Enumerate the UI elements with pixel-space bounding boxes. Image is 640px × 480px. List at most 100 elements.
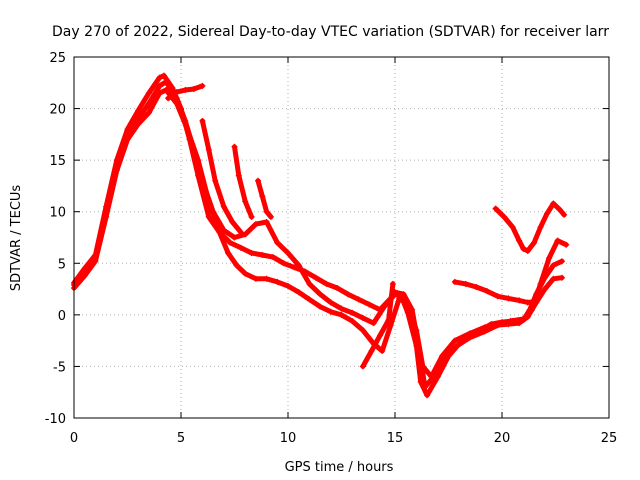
data-point: [554, 237, 561, 244]
data-point: [252, 275, 259, 282]
y-tick-label: 5: [58, 257, 66, 272]
data-point: [520, 315, 527, 322]
data-point: [537, 280, 544, 287]
y-tick-label: 25: [49, 51, 66, 66]
data-point: [186, 136, 193, 143]
data-point: [473, 284, 480, 291]
data-point: [334, 285, 341, 292]
data-point: [145, 109, 152, 116]
data-point: [524, 299, 531, 306]
data-point: [317, 291, 324, 298]
data-point: [466, 334, 473, 341]
series-track-8: [359, 280, 396, 370]
data-point: [389, 280, 396, 287]
data-point: [195, 172, 202, 179]
data-point: [190, 85, 197, 92]
data-point: [379, 347, 386, 354]
x-tick-label: 20: [494, 431, 511, 446]
data-point: [430, 373, 437, 380]
x-axis-label: GPS time / hours: [285, 460, 394, 475]
data-point: [366, 301, 373, 308]
data-point: [212, 177, 219, 184]
data-point: [199, 117, 206, 124]
series-track-10: [492, 200, 568, 254]
data-point: [550, 262, 557, 269]
data-point: [492, 205, 499, 212]
data-point: [124, 126, 131, 133]
y-tick-label: 0: [58, 309, 66, 324]
data-point: [145, 90, 152, 97]
data-point: [242, 198, 249, 205]
data-point: [546, 255, 553, 262]
y-axis-label: SDTVAR / TECUs: [9, 185, 24, 292]
data-point: [550, 200, 557, 207]
series-track-9: [451, 278, 540, 306]
data-point: [229, 219, 236, 226]
data-point: [327, 308, 334, 315]
data-point: [255, 177, 262, 184]
data-point: [291, 264, 298, 271]
series-track-7: [255, 177, 274, 220]
data-point: [556, 206, 563, 213]
data-point: [145, 100, 152, 107]
data-point: [524, 247, 531, 254]
data-point: [327, 299, 334, 306]
data-point: [81, 265, 88, 272]
data-point: [317, 303, 324, 310]
data-point: [312, 274, 319, 281]
data-point: [377, 306, 384, 313]
data-point: [225, 249, 232, 256]
data-point: [220, 203, 227, 210]
data-point: [505, 295, 512, 302]
chart-title: Day 270 of 2022, Sidereal Day-to-day VTE…: [52, 24, 609, 40]
data-point: [409, 306, 416, 313]
data-point: [92, 252, 99, 259]
data-point: [242, 231, 249, 238]
x-tick-label: 0: [70, 431, 78, 446]
data-point: [231, 143, 238, 150]
data-point: [113, 157, 120, 164]
data-point: [543, 210, 550, 217]
data-point: [404, 309, 411, 316]
data-point: [528, 306, 535, 313]
x-tick-label: 25: [601, 431, 618, 446]
data-point: [558, 274, 565, 281]
data-point: [285, 249, 291, 256]
data-point: [561, 211, 568, 218]
data-point: [135, 107, 142, 114]
data-point: [531, 239, 538, 246]
data-point: [415, 342, 422, 349]
data-point: [210, 208, 217, 215]
data-point: [182, 87, 189, 94]
data-point: [178, 105, 184, 112]
axis-ticks: 0 5 10 15 20 25 -10 -5 0 5 10 15 20 25: [45, 51, 618, 446]
series-track-6: [231, 143, 255, 220]
y-tick-label: 20: [49, 103, 66, 118]
data-point: [441, 355, 448, 362]
data-point: [263, 208, 270, 215]
data-point: [274, 239, 281, 246]
x-tick-label: 10: [280, 431, 297, 446]
data-point: [267, 213, 274, 220]
y-tick-label: 10: [49, 206, 66, 221]
data-point: [451, 337, 458, 344]
data-point: [338, 305, 345, 312]
data-point: [355, 296, 362, 303]
data-point: [156, 82, 163, 89]
data-point: [323, 280, 330, 287]
data-point: [338, 311, 345, 318]
data-point: [359, 327, 366, 334]
data-point: [259, 252, 266, 259]
data-point: [368, 347, 375, 354]
data-point: [306, 280, 313, 287]
data-point: [280, 260, 287, 267]
series-track-4: [165, 82, 206, 102]
data-point: [349, 309, 356, 316]
data-point: [494, 293, 501, 300]
data-point: [462, 280, 469, 287]
data-point: [344, 291, 351, 298]
data-point: [248, 213, 255, 220]
data-point: [306, 296, 313, 303]
